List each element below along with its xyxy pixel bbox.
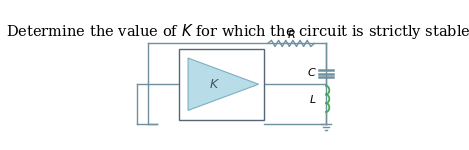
Polygon shape — [188, 58, 258, 110]
Text: $C$: $C$ — [307, 66, 317, 78]
Bar — [179, 49, 264, 120]
Text: $K$: $K$ — [209, 78, 220, 91]
Text: $R$: $R$ — [287, 28, 295, 40]
Text: Determine the value of $K$ for which the circuit is strictly stable.: Determine the value of $K$ for which the… — [6, 22, 469, 41]
Text: $L$: $L$ — [309, 93, 317, 105]
